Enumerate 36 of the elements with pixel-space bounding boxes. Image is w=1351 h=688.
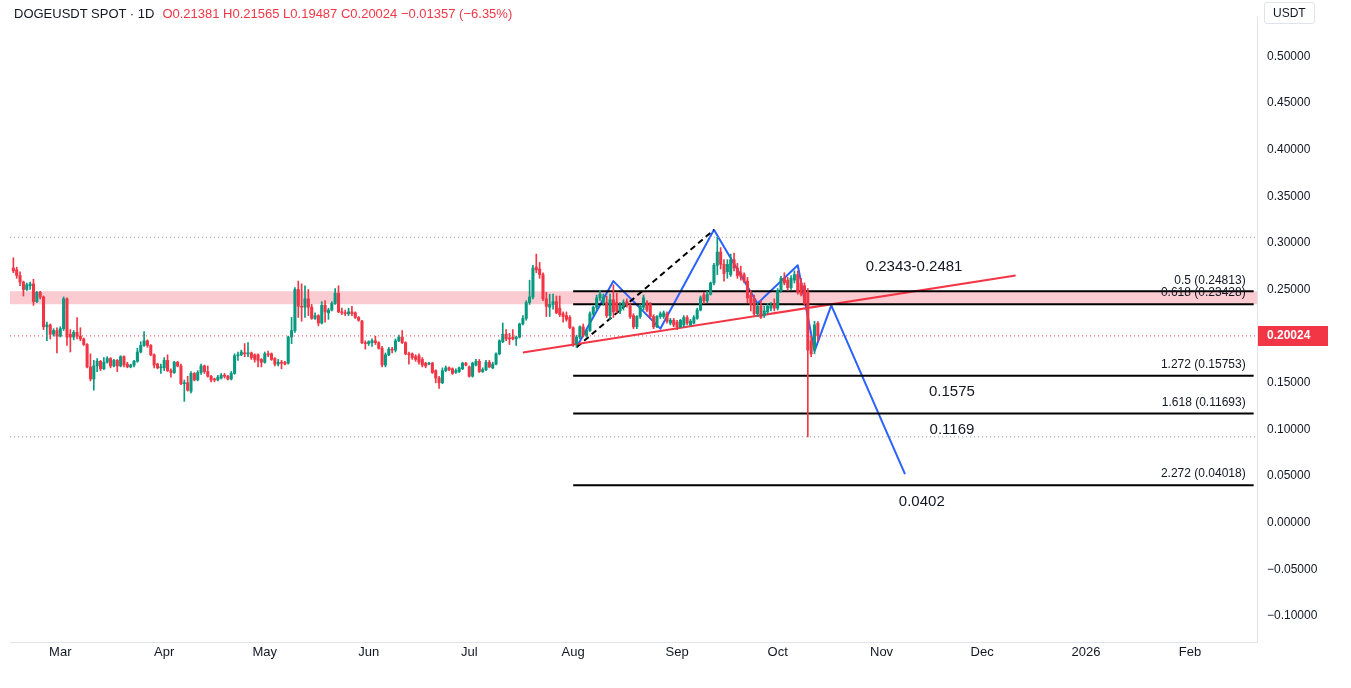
x-tick-label: May — [252, 644, 278, 660]
x-tick-label: Aug — [561, 644, 585, 660]
x-tick-label: Sep — [665, 644, 689, 660]
x-tick-label: Dec — [970, 644, 995, 660]
y-tick-label: 0.25000 — [1267, 281, 1311, 296]
series-label: 1.272 (0.15753) — [1160, 357, 1246, 372]
y-tick-label: 0.00000 — [1267, 514, 1311, 529]
y-tick-label: −0.10000 — [1267, 608, 1318, 623]
x-tick-label: Oct — [767, 644, 789, 660]
x-tick-label: Jun — [358, 644, 380, 660]
x-tick-label: Feb — [1178, 644, 1202, 660]
annotation: 0.1169 — [929, 420, 975, 438]
annotation: 0.0402 — [898, 491, 945, 509]
y-tick-label: 0.45000 — [1267, 95, 1311, 110]
band-label: 0.2343-0.2481 — [865, 257, 963, 275]
y-tick-label: 0.10000 — [1267, 421, 1311, 436]
x-tick-label: Nov — [870, 644, 894, 660]
x-tick-label: Mar — [49, 644, 73, 660]
series-label: 1.618 (0.11693) — [1161, 394, 1246, 409]
y-tick-label: 0.05000 — [1267, 468, 1311, 483]
y-tick-label: 0.50000 — [1267, 48, 1311, 63]
y-tick-label: 0.30000 — [1267, 235, 1311, 250]
ref-line-label: 0.20024 — [1267, 328, 1311, 343]
series-label: 2.272 (0.04018) — [1160, 466, 1246, 481]
annotation: 0.1575 — [929, 382, 975, 400]
chart-title: DOGEUSDT SPOT · 1D — [14, 6, 155, 21]
y-tick-label: 0.35000 — [1267, 188, 1311, 203]
x-tick-label: 2026 — [1071, 644, 1101, 660]
y-tick-label: 0.40000 — [1267, 141, 1311, 156]
x-tick-label: Jul — [460, 644, 478, 660]
chart-subtitle: O0.21381 H0.21565 L0.19487 C0.20024 −0.01357 (−6.35%) — [162, 6, 513, 21]
y-tick-label: −0.05000 — [1267, 561, 1318, 576]
series-label: 0.5 (0.24813) — [1174, 272, 1246, 287]
x-tick-label: Apr — [154, 644, 175, 660]
y-axis-title: USDT — [1264, 2, 1315, 24]
y-tick-label: 0.15000 — [1267, 375, 1311, 390]
